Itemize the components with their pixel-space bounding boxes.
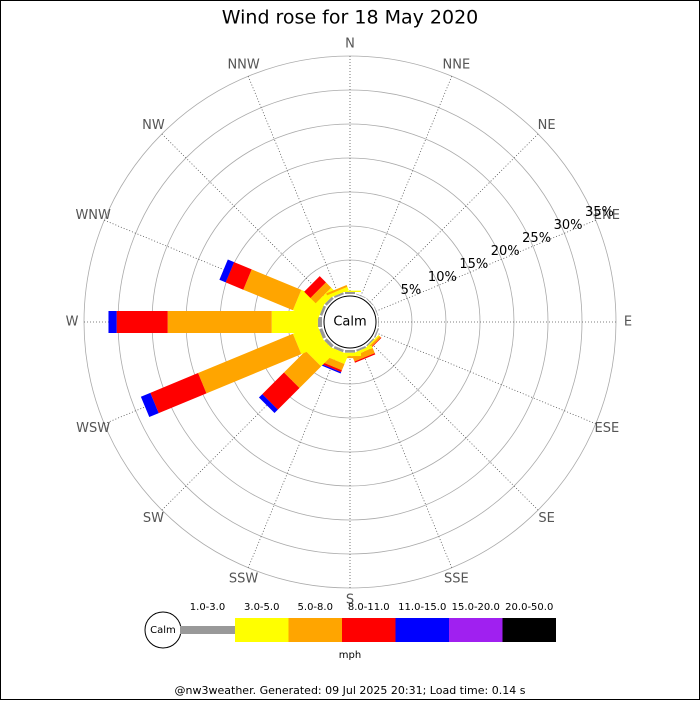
wind-bar (345, 291, 355, 294)
wind-bar (320, 363, 342, 374)
wind-bar (327, 286, 349, 299)
direction-label: SW (143, 511, 164, 526)
direction-label: SSW (229, 571, 259, 586)
legend-label: 20.0-50.0 (505, 602, 553, 613)
wind-bar (319, 305, 327, 316)
wind-bar (262, 372, 300, 410)
spoke (360, 347, 453, 568)
direction-label: WSW (76, 421, 110, 436)
spoke (375, 219, 596, 312)
footer: @nw3weather. Generated: 09 Jul 2025 20:3… (175, 684, 526, 697)
wind-bar (326, 285, 348, 296)
spoke (360, 76, 453, 297)
wind-bar (356, 345, 367, 352)
r-tick-label: 35% (585, 205, 614, 220)
wind-bar (198, 333, 302, 394)
spoke (369, 133, 539, 303)
direction-label: W (66, 315, 79, 330)
wind-bar (140, 392, 159, 418)
calm-label: Calm (333, 315, 366, 330)
wind-bar (378, 317, 379, 327)
direction-label: N (345, 37, 355, 52)
direction-label: ESE (594, 421, 619, 436)
spoke (247, 347, 340, 568)
wind-bar (333, 345, 344, 353)
wind-bar (373, 328, 380, 338)
units-label: mph (339, 650, 361, 661)
wind-bar (320, 361, 342, 373)
wind-bar (362, 334, 380, 352)
wind-bar (324, 338, 334, 348)
r-tick-label: 15% (459, 257, 488, 272)
wind-bar (108, 311, 117, 333)
wind-bar (283, 350, 322, 389)
legend-swatch (180, 626, 235, 634)
legend-swatch (449, 618, 503, 642)
wind-bar (219, 259, 235, 283)
r-tick-label: 25% (522, 231, 551, 246)
direction-label: NW (142, 118, 165, 133)
direction-label: SE (538, 511, 554, 526)
spoke (375, 332, 596, 425)
legend-label: 5.0-8.0 (298, 602, 333, 613)
wind-bar (317, 317, 322, 327)
spoke (161, 133, 331, 303)
legend-swatch (342, 618, 396, 642)
r-tick-label: 10% (428, 270, 457, 285)
legend-swatch (502, 618, 556, 642)
wind-bar (304, 276, 326, 298)
direction-label: ENE (594, 208, 620, 223)
legend-swatch (288, 618, 342, 642)
wind-bar (373, 306, 379, 316)
calm-circle (323, 295, 377, 349)
r-tick-label: 20% (491, 244, 520, 259)
direction-label: WNW (75, 208, 111, 223)
spoke (369, 341, 539, 511)
wind-bar (319, 328, 327, 339)
wind-bar (354, 353, 376, 363)
legend-label: 15.0-20.0 (452, 602, 500, 613)
r-tick-label: 5% (401, 283, 422, 298)
wind-bar (356, 293, 366, 299)
wind-bar (225, 262, 252, 290)
wind-bar (243, 269, 302, 311)
wind-bar (366, 338, 375, 347)
wind-bar (167, 311, 272, 333)
wind-bar (366, 298, 374, 306)
legend-calm-label: Calm (150, 625, 176, 636)
wind-bar (310, 282, 332, 304)
legend-swatch (395, 618, 449, 642)
spoke (247, 76, 340, 297)
wind-bar (333, 292, 344, 299)
direction-label: NE (538, 118, 556, 133)
r-tick-label: 30% (554, 218, 583, 233)
wind-bar (258, 394, 278, 414)
direction-label: NNE (443, 58, 471, 73)
direction-label: E (624, 315, 632, 330)
wind-bar (150, 373, 207, 414)
wind-bar (271, 311, 318, 333)
legend-label: 11.0-15.0 (398, 602, 446, 613)
legend-label: 1.0-3.0 (190, 602, 225, 613)
wind-bar (116, 311, 168, 333)
legend-swatch (235, 618, 289, 642)
wind-bar (345, 350, 355, 353)
legend-label: 8.0-11.0 (348, 602, 390, 613)
direction-label: S (346, 593, 354, 608)
wind-bar (324, 296, 334, 306)
direction-label: SSE (444, 571, 469, 586)
legend-label: 3.0-5.0 (244, 602, 279, 613)
chart-title: Wind rose for 18 May 2020 (222, 7, 479, 29)
direction-label: NNW (227, 58, 259, 73)
